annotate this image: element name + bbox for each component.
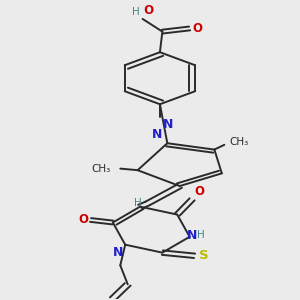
Text: N: N <box>162 118 173 131</box>
Text: S: S <box>199 249 208 262</box>
Text: N: N <box>112 246 123 259</box>
Text: N: N <box>152 128 162 141</box>
Text: H: H <box>132 7 140 17</box>
Text: H: H <box>197 230 205 240</box>
Text: O: O <box>192 22 202 35</box>
Text: CH₃: CH₃ <box>229 136 248 147</box>
Text: N: N <box>187 229 197 242</box>
Text: CH₃: CH₃ <box>91 164 110 174</box>
Text: O: O <box>195 185 205 198</box>
Text: O: O <box>140 4 154 17</box>
Text: O: O <box>78 214 88 226</box>
Text: H: H <box>134 198 142 208</box>
